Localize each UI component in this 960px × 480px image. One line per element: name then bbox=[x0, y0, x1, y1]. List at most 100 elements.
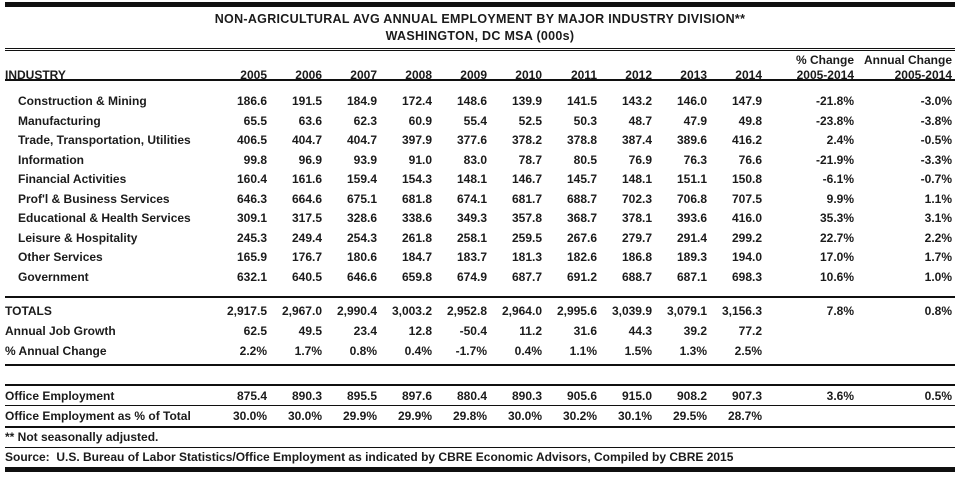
title-divider-rule bbox=[5, 48, 955, 51]
table-row: Government 632.1 640.5 646.6 659.8 674.9 687.7… bbox=[5, 268, 955, 288]
value-cell: 895.5 bbox=[346, 389, 377, 403]
value-cell: 915.0 bbox=[621, 389, 652, 403]
value-cell: 2,967.0 bbox=[281, 304, 322, 318]
value-cell: 63.6 bbox=[298, 113, 322, 128]
value-cell: 29.9% bbox=[397, 409, 432, 423]
value-cell: 897.6 bbox=[401, 389, 432, 403]
pct-change-header-line1: % Change bbox=[795, 53, 854, 67]
value-cell: 96.9 bbox=[298, 152, 322, 167]
value-cell: 183.7 bbox=[456, 250, 487, 264]
value-cell: 30.0% bbox=[232, 409, 267, 423]
table-row: Educational & Health Services 309.1 317.5 3… bbox=[5, 209, 955, 229]
pct-change-cell: 10.6% bbox=[819, 269, 854, 284]
value-cell: 165.9 bbox=[236, 250, 267, 264]
value-cell: 907.3 bbox=[731, 389, 762, 403]
value-cell: 880.4 bbox=[456, 389, 487, 403]
row-label: Office Employment as % of Total bbox=[5, 409, 191, 423]
value-cell: 2,964.0 bbox=[501, 304, 542, 318]
value-cell: 186.6 bbox=[236, 94, 267, 108]
pct-change-cell: -23.8% bbox=[815, 113, 854, 128]
industry-column-header: INDUSTRY bbox=[5, 68, 66, 82]
year-column-header-2005: 2005 bbox=[240, 68, 267, 82]
row-label: Leisure & Hospitality bbox=[18, 230, 138, 245]
value-cell: 640.5 bbox=[291, 269, 322, 284]
annual-change-cell: 3.1% bbox=[924, 211, 952, 225]
pct-change-cell: 17.0% bbox=[819, 250, 854, 264]
value-cell: 646.6 bbox=[346, 269, 377, 284]
value-cell: 29.5% bbox=[672, 409, 707, 423]
value-cell: 387.4 bbox=[621, 133, 652, 147]
value-cell: 65.5 bbox=[243, 113, 267, 128]
year-column-header-2011: 2011 bbox=[570, 68, 597, 82]
row-label: Government bbox=[18, 269, 89, 284]
value-cell: 184.9 bbox=[346, 94, 377, 108]
value-cell: 0.8% bbox=[349, 344, 377, 358]
value-cell: 186.8 bbox=[621, 250, 652, 264]
annual-change-header-line2: 2005-2014 bbox=[894, 68, 952, 82]
industries-body: Construction & Mining 186.6 191.5 184.9 172.… bbox=[5, 81, 955, 296]
value-cell: 30.2% bbox=[562, 409, 597, 423]
value-cell: 291.4 bbox=[676, 230, 707, 245]
table-row: % Annual Change 2.2% 1.7% 0.8% 0.4% -1.7% 0.4%… bbox=[5, 341, 955, 361]
value-cell: 245.3 bbox=[236, 230, 267, 245]
row-label: Manufacturing bbox=[18, 113, 101, 128]
value-cell: 698.3 bbox=[731, 269, 762, 284]
value-cell: 702.3 bbox=[621, 191, 652, 206]
pct-change-cell: 3.6% bbox=[826, 389, 854, 403]
row-label: Educational & Health Services bbox=[18, 211, 191, 225]
footnote-divider-rule bbox=[5, 447, 955, 448]
row-label: Prof'l & Business Services bbox=[18, 191, 170, 206]
value-cell: 154.3 bbox=[401, 172, 432, 186]
column-headers: INDUSTRY 2005 2006 2007 2008 2009 2010 2… bbox=[5, 51, 955, 82]
value-cell: 632.1 bbox=[236, 269, 267, 284]
value-cell: 148.1 bbox=[456, 172, 487, 186]
value-cell: -50.4 bbox=[459, 324, 487, 338]
value-cell: 80.5 bbox=[573, 152, 597, 167]
table-row: Office Employment as % of Total 30.0% 30.0… bbox=[5, 406, 955, 426]
value-cell: 378.8 bbox=[566, 133, 597, 147]
value-cell: 404.7 bbox=[346, 133, 377, 147]
row-label: Construction & Mining bbox=[18, 94, 147, 108]
table-row: Other Services 165.9 176.7 180.6 184.7 183.7 1… bbox=[5, 248, 955, 268]
value-cell: 194.0 bbox=[731, 250, 762, 264]
value-cell: 93.9 bbox=[353, 152, 377, 167]
annual-change-cell: -0.5% bbox=[920, 133, 952, 147]
value-cell: 148.1 bbox=[621, 172, 652, 186]
value-cell: 378.1 bbox=[621, 211, 652, 225]
value-cell: 659.8 bbox=[401, 269, 432, 284]
year-column-header-2014: 2014 bbox=[735, 68, 762, 82]
value-cell: 908.2 bbox=[676, 389, 707, 403]
value-cell: 77.2 bbox=[738, 324, 762, 338]
value-cell: 688.7 bbox=[621, 269, 652, 284]
value-cell: 78.7 bbox=[518, 152, 542, 167]
value-cell: 62.3 bbox=[353, 113, 377, 128]
annual-change-cell: 0.5% bbox=[924, 389, 952, 403]
value-cell: 146.7 bbox=[511, 172, 542, 186]
value-cell: 249.4 bbox=[291, 230, 322, 245]
value-cell: 184.7 bbox=[401, 250, 432, 264]
value-cell: 317.5 bbox=[291, 211, 322, 225]
annual-change-cell: -0.7% bbox=[920, 172, 952, 186]
value-cell: 12.8 bbox=[408, 324, 432, 338]
value-cell: 416.0 bbox=[731, 211, 762, 225]
table-row: Information 99.8 96.9 93.9 91.0 83.0 78.7 80.5 7… bbox=[5, 151, 955, 171]
value-cell: 389.6 bbox=[676, 133, 707, 147]
value-cell: 29.9% bbox=[342, 409, 377, 423]
value-cell: 646.3 bbox=[236, 191, 267, 206]
value-cell: 688.7 bbox=[566, 191, 597, 206]
year-column-header-2010: 2010 bbox=[515, 68, 542, 82]
value-cell: 254.3 bbox=[346, 230, 377, 245]
pct-change-cell: -21.8% bbox=[815, 94, 854, 108]
value-cell: 31.6 bbox=[573, 324, 597, 338]
value-cell: 349.3 bbox=[456, 211, 487, 225]
pct-change-cell: -21.9% bbox=[815, 152, 854, 167]
value-cell: -1.7% bbox=[455, 344, 487, 358]
table-row: Manufacturing 65.5 63.6 62.3 60.9 55.4 52.5 50.… bbox=[5, 112, 955, 132]
value-cell: 139.9 bbox=[511, 94, 542, 108]
value-cell: 76.3 bbox=[683, 152, 707, 167]
table-row: Prof'l & Business Services 646.3 664.6 675.… bbox=[5, 190, 955, 210]
value-cell: 172.4 bbox=[401, 94, 432, 108]
section-gap bbox=[5, 366, 955, 384]
value-cell: 664.6 bbox=[291, 191, 322, 206]
value-cell: 2.2% bbox=[239, 344, 267, 358]
